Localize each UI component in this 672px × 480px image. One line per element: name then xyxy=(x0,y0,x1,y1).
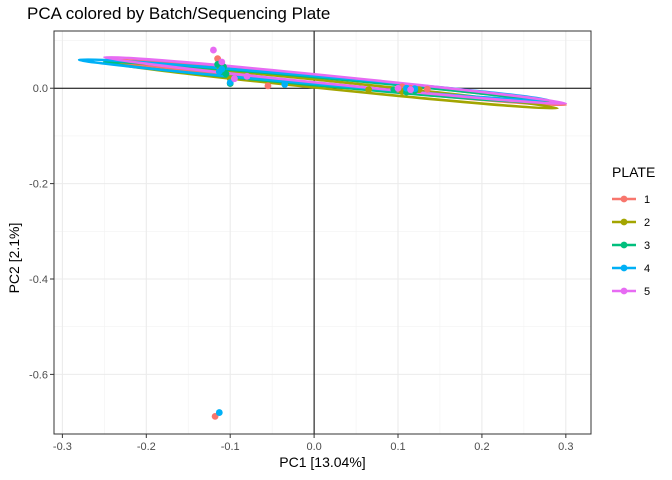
y-tick-label: -0.2 xyxy=(29,179,48,191)
chart-title: PCA colored by Batch/Sequencing Plate xyxy=(27,4,331,23)
plot-border xyxy=(53,30,592,435)
legend-label: 5 xyxy=(644,286,650,298)
x-tick-label: -0.3 xyxy=(53,441,72,453)
point-plate-5 xyxy=(243,72,251,80)
legend-label: 3 xyxy=(644,240,650,252)
legend-key-point xyxy=(620,264,628,272)
point-plate-3 xyxy=(222,70,230,78)
x-axis-label: PC1 [13.04%] xyxy=(279,454,366,470)
x-tick-label: 0.0 xyxy=(306,441,321,453)
confidence-ellipses xyxy=(77,55,568,110)
plot-panel xyxy=(54,31,591,434)
point-plate-1 xyxy=(264,82,272,90)
x-tick-label: -0.1 xyxy=(221,441,240,453)
point-plate-5 xyxy=(230,75,238,83)
point-plate-5 xyxy=(407,86,415,94)
x-tick-label: 0.1 xyxy=(390,441,405,453)
ellipse-plate-5 xyxy=(103,55,568,106)
point-plate-4 xyxy=(215,409,223,416)
x-tick-label: -0.2 xyxy=(137,441,156,453)
legend-key-point xyxy=(620,287,628,295)
point-plate-1 xyxy=(423,85,431,93)
point-plate-5 xyxy=(210,46,217,54)
point-plate-2 xyxy=(365,86,373,94)
x-axis-ticks: -0.3 -0.2 -0.1 0.0 0.1 0.2 0.3 xyxy=(53,434,573,453)
point-plate-4 xyxy=(218,65,226,73)
point-plate-5 xyxy=(394,84,402,92)
legend-key-point xyxy=(620,241,628,249)
legend-label: 4 xyxy=(644,263,650,275)
legend-label: 2 xyxy=(644,217,650,229)
x-tick-label: 0.3 xyxy=(558,441,573,453)
y-tick-label: -0.6 xyxy=(29,369,48,381)
x-tick-label: 0.2 xyxy=(474,441,489,453)
point-plate-4 xyxy=(281,81,289,88)
y-tick-label: 0.0 xyxy=(33,83,48,95)
legend-title: PLATE xyxy=(612,164,656,180)
y-tick-label: -0.4 xyxy=(29,274,48,286)
legend-key-point xyxy=(620,218,628,226)
legend-key-point xyxy=(620,195,628,203)
point-plate-5 xyxy=(218,58,226,66)
y-axis-ticks: 0.0 -0.2 -0.4 -0.6 xyxy=(29,83,54,381)
legend-label: 1 xyxy=(644,194,650,206)
data-points xyxy=(210,46,431,420)
legend: 1 2 3 4 5 xyxy=(612,194,650,298)
